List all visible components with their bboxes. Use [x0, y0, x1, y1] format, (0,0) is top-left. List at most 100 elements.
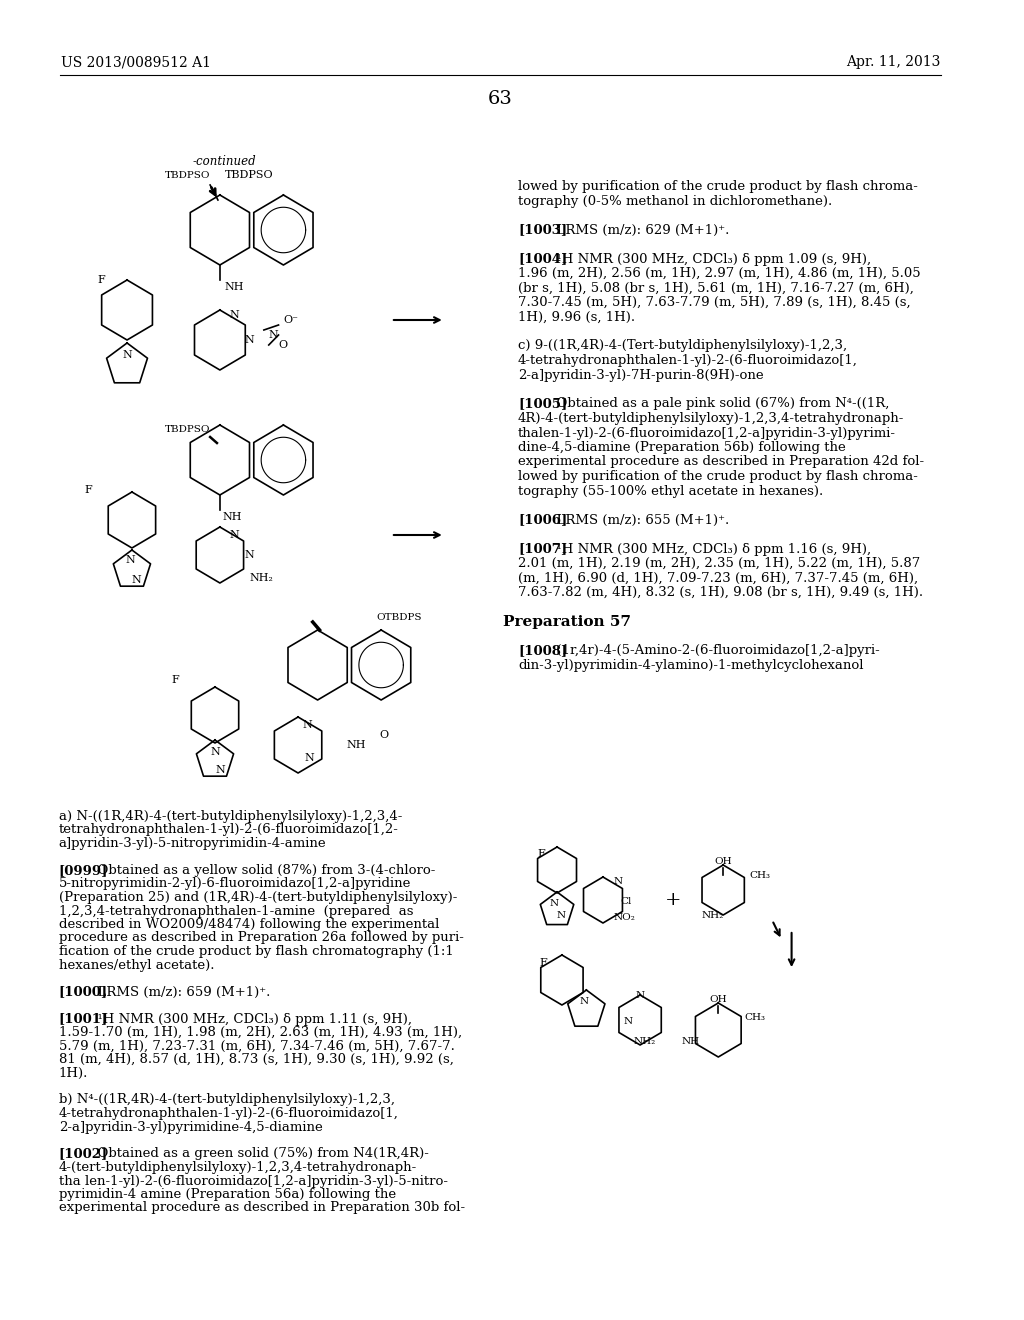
Text: Obtained as a pale pink solid (67%) from N⁴-((1R,: Obtained as a pale pink solid (67%) from… [549, 397, 890, 411]
Text: N: N [624, 1018, 633, 1027]
Text: (1r,4r)-4-(5-Amino-2-(6-fluoroimidazo[1,2-a]pyri-: (1r,4r)-4-(5-Amino-2-(6-fluoroimidazo[1,… [549, 644, 881, 657]
Text: 2-a]pyridin-3-yl)-7H-purin-8(9H)-one: 2-a]pyridin-3-yl)-7H-purin-8(9H)-one [518, 368, 764, 381]
Text: [1006]: [1006] [518, 513, 567, 527]
Text: [1001]: [1001] [58, 1012, 108, 1026]
Text: Apr. 11, 2013: Apr. 11, 2013 [846, 55, 940, 69]
Text: b) N⁴-((1R,4R)-4-(tert-butyldiphenylsilyloxy)-1,2,3,: b) N⁴-((1R,4R)-4-(tert-butyldiphenylsily… [58, 1093, 394, 1106]
Text: lowed by purification of the crude product by flash chroma-: lowed by purification of the crude produ… [518, 470, 918, 483]
Text: [1003]: [1003] [518, 223, 567, 236]
Text: N: N [132, 576, 141, 585]
Text: TBDPSO: TBDPSO [165, 170, 210, 180]
Text: CH₃: CH₃ [750, 870, 771, 879]
Text: 4-tetrahydronaphthalen-1-yl)-2-(6-fluoroimidazo[1,: 4-tetrahydronaphthalen-1-yl)-2-(6-fluoro… [518, 354, 858, 367]
Text: 1.96 (m, 2H), 2.56 (m, 1H), 2.97 (m, 1H), 4.86 (m, 1H), 5.05: 1.96 (m, 2H), 2.56 (m, 1H), 2.97 (m, 1H)… [518, 267, 921, 280]
Text: [1008]: [1008] [518, 644, 567, 657]
Text: NO₂: NO₂ [613, 913, 636, 923]
Text: 1,2,3,4-tetrahydronaphthalen-1-amine  (prepared  as: 1,2,3,4-tetrahydronaphthalen-1-amine (pr… [58, 904, 413, 917]
Text: NH: NH [347, 741, 367, 750]
Text: [1002]: [1002] [58, 1147, 108, 1160]
Text: O: O [279, 341, 288, 350]
Text: F: F [540, 958, 547, 968]
Text: described in WO2009/48474) following the experimental: described in WO2009/48474) following the… [58, 917, 439, 931]
Text: procedure as described in Preparation 26a followed by puri-: procedure as described in Preparation 26… [58, 932, 464, 945]
Text: 5-nitropyrimidin-2-yl)-6-fluoroimidazo[1,2-a]pyridine: 5-nitropyrimidin-2-yl)-6-fluoroimidazo[1… [58, 878, 411, 891]
Text: N: N [613, 878, 623, 887]
Text: c) 9-((1R,4R)-4-(Tert-butyldiphenylsilyloxy)-1,2,3,: c) 9-((1R,4R)-4-(Tert-butyldiphenylsilyl… [518, 339, 847, 352]
Text: 4-(tert-butyldiphenylsilyloxy)-1,2,3,4-tetrahydronaph-: 4-(tert-butyldiphenylsilyloxy)-1,2,3,4-t… [58, 1162, 417, 1173]
Text: N: N [229, 310, 240, 319]
Text: experimental procedure as described in Preparation 30b fol-: experimental procedure as described in P… [58, 1201, 465, 1214]
Text: N: N [303, 719, 312, 730]
Text: Obtained as a green solid (75%) from N4(1R,4R)-: Obtained as a green solid (75%) from N4(… [89, 1147, 429, 1160]
Text: 2-a]pyridin-3-yl)pyrimidine-4,5-diamine: 2-a]pyridin-3-yl)pyrimidine-4,5-diamine [58, 1121, 323, 1134]
Text: tography (55-100% ethyl acetate in hexanes).: tography (55-100% ethyl acetate in hexan… [518, 484, 823, 498]
Text: 5.79 (m, 1H), 7.23-7.31 (m, 6H), 7.34-7.46 (m, 5H), 7.67-7.: 5.79 (m, 1H), 7.23-7.31 (m, 6H), 7.34-7.… [58, 1040, 455, 1052]
Text: LRMS (m/z): 659 (M+1)⁺.: LRMS (m/z): 659 (M+1)⁺. [89, 986, 270, 998]
Text: (br s, 1H), 5.08 (br s, 1H), 5.61 (m, 1H), 7.16-7.27 (m, 6H),: (br s, 1H), 5.08 (br s, 1H), 5.61 (m, 1H… [518, 281, 913, 294]
Text: LRMS (m/z): 655 (M+1)⁺.: LRMS (m/z): 655 (M+1)⁺. [549, 513, 730, 527]
Text: NH: NH [225, 282, 245, 292]
Text: LRMS (m/z): 629 (M+1)⁺.: LRMS (m/z): 629 (M+1)⁺. [549, 223, 730, 236]
Text: lowed by purification of the crude product by flash chroma-: lowed by purification of the crude produ… [518, 180, 918, 193]
Text: +: + [665, 891, 681, 909]
Text: din-3-yl)pyrimidin-4-ylamino)-1-methylcyclohexanol: din-3-yl)pyrimidin-4-ylamino)-1-methylcy… [518, 659, 863, 672]
Text: N: N [245, 550, 254, 560]
Text: N: N [268, 330, 279, 341]
Text: OTBDPS: OTBDPS [376, 614, 422, 623]
Text: [1004]: [1004] [518, 252, 567, 265]
Text: ¹H NMR (300 MHz, CDCl₃) δ ppm 1.11 (s, 9H),: ¹H NMR (300 MHz, CDCl₃) δ ppm 1.11 (s, 9… [89, 1012, 412, 1026]
Text: N: N [210, 747, 220, 756]
Text: 4-tetrahydronaphthalen-1-yl)-2-(6-fluoroimidazo[1,: 4-tetrahydronaphthalen-1-yl)-2-(6-fluoro… [58, 1107, 398, 1119]
Text: [1000]: [1000] [58, 986, 108, 998]
Text: 4R)-4-(tert-butyldiphenylsilyloxy)-1,2,3,4-tetrahydronaph-: 4R)-4-(tert-butyldiphenylsilyloxy)-1,2,3… [518, 412, 904, 425]
Text: Cl: Cl [621, 898, 632, 907]
Text: NH: NH [223, 512, 243, 521]
Text: 1H), 9.96 (s, 1H).: 1H), 9.96 (s, 1H). [518, 310, 635, 323]
Text: NH₂: NH₂ [701, 911, 724, 920]
Text: a]pyridin-3-yl)-5-nitropyrimidin-4-amine: a]pyridin-3-yl)-5-nitropyrimidin-4-amine [58, 837, 327, 850]
Text: O: O [379, 730, 388, 741]
Text: Obtained as a yellow solid (87%) from 3-(4-chloro-: Obtained as a yellow solid (87%) from 3-… [89, 865, 435, 876]
Text: N: N [245, 335, 254, 345]
Text: N: N [636, 990, 645, 999]
Text: NH₂: NH₂ [249, 573, 273, 583]
Text: TBDPSO: TBDPSO [225, 170, 273, 180]
Text: OH: OH [710, 995, 727, 1005]
Text: ¹H NMR (300 MHz, CDCl₃) δ ppm 1.16 (s, 9H),: ¹H NMR (300 MHz, CDCl₃) δ ppm 1.16 (s, 9… [549, 543, 871, 556]
Text: F: F [171, 675, 179, 685]
Text: a) N-((1R,4R)-4-(tert-butyldiphenylsilyloxy)-1,2,3,4-: a) N-((1R,4R)-4-(tert-butyldiphenylsilyl… [58, 810, 402, 822]
Text: tha len-1-yl)-2-(6-fluoroimidazo[1,2-a]pyridin-3-yl)-5-nitro-: tha len-1-yl)-2-(6-fluoroimidazo[1,2-a]p… [58, 1175, 447, 1188]
Text: 63: 63 [487, 90, 513, 108]
Text: F: F [84, 484, 92, 495]
Text: OH: OH [715, 858, 732, 866]
Text: 7.63-7.82 (m, 4H), 8.32 (s, 1H), 9.08 (br s, 1H), 9.49 (s, 1H).: 7.63-7.82 (m, 4H), 8.32 (s, 1H), 9.08 (b… [518, 586, 923, 599]
Text: O⁻: O⁻ [284, 315, 298, 325]
Text: N: N [125, 554, 135, 565]
Text: experimental procedure as described in Preparation 42d fol-: experimental procedure as described in P… [518, 455, 924, 469]
Text: [0999]: [0999] [58, 865, 108, 876]
Text: N: N [580, 998, 589, 1006]
Text: N: N [215, 766, 224, 775]
Text: US 2013/0089512 A1: US 2013/0089512 A1 [60, 55, 211, 69]
Text: [1007]: [1007] [518, 543, 567, 556]
Text: fication of the crude product by flash chromatography (1:1: fication of the crude product by flash c… [58, 945, 454, 958]
Text: 1.59-1.70 (m, 1H), 1.98 (m, 2H), 2.63 (m, 1H), 4.93 (m, 1H),: 1.59-1.70 (m, 1H), 1.98 (m, 2H), 2.63 (m… [58, 1026, 462, 1039]
Text: -continued: -continued [193, 154, 257, 168]
Text: 1H).: 1H). [58, 1067, 88, 1080]
Text: pyrimidin-4 amine (Preparation 56a) following the: pyrimidin-4 amine (Preparation 56a) foll… [58, 1188, 395, 1201]
Text: dine-4,5-diamine (Preparation 56b) following the: dine-4,5-diamine (Preparation 56b) follo… [518, 441, 846, 454]
Text: ¹H NMR (300 MHz, CDCl₃) δ ppm 1.09 (s, 9H),: ¹H NMR (300 MHz, CDCl₃) δ ppm 1.09 (s, 9… [549, 252, 871, 265]
Text: (Preparation 25) and (1R,4R)-4-(tert-butyldiphenylsilyloxy)-: (Preparation 25) and (1R,4R)-4-(tert-but… [58, 891, 457, 904]
Text: NH: NH [681, 1038, 699, 1047]
Text: 81 (m, 4H), 8.57 (d, 1H), 8.73 (s, 1H), 9.30 (s, 1H), 9.92 (s,: 81 (m, 4H), 8.57 (d, 1H), 8.73 (s, 1H), … [58, 1053, 454, 1067]
Text: NH₂: NH₂ [633, 1038, 655, 1047]
Text: F: F [97, 275, 105, 285]
Text: N: N [229, 531, 240, 540]
Text: N: N [122, 350, 132, 360]
Text: N: N [556, 912, 565, 920]
Text: thalen-1-yl)-2-(6-fluoroimidazo[1,2-a]pyridin-3-yl)pyrimi-: thalen-1-yl)-2-(6-fluoroimidazo[1,2-a]py… [518, 426, 896, 440]
Text: tography (0-5% methanol in dichloromethane).: tography (0-5% methanol in dichlorometha… [518, 194, 833, 207]
Text: tetrahydronaphthalen-1-yl)-2-(6-fluoroimidazo[1,2-: tetrahydronaphthalen-1-yl)-2-(6-fluoroim… [58, 824, 398, 837]
Text: 2.01 (m, 1H), 2.19 (m, 2H), 2.35 (m, 1H), 5.22 (m, 1H), 5.87: 2.01 (m, 1H), 2.19 (m, 2H), 2.35 (m, 1H)… [518, 557, 921, 570]
Text: Preparation 57: Preparation 57 [503, 615, 631, 630]
